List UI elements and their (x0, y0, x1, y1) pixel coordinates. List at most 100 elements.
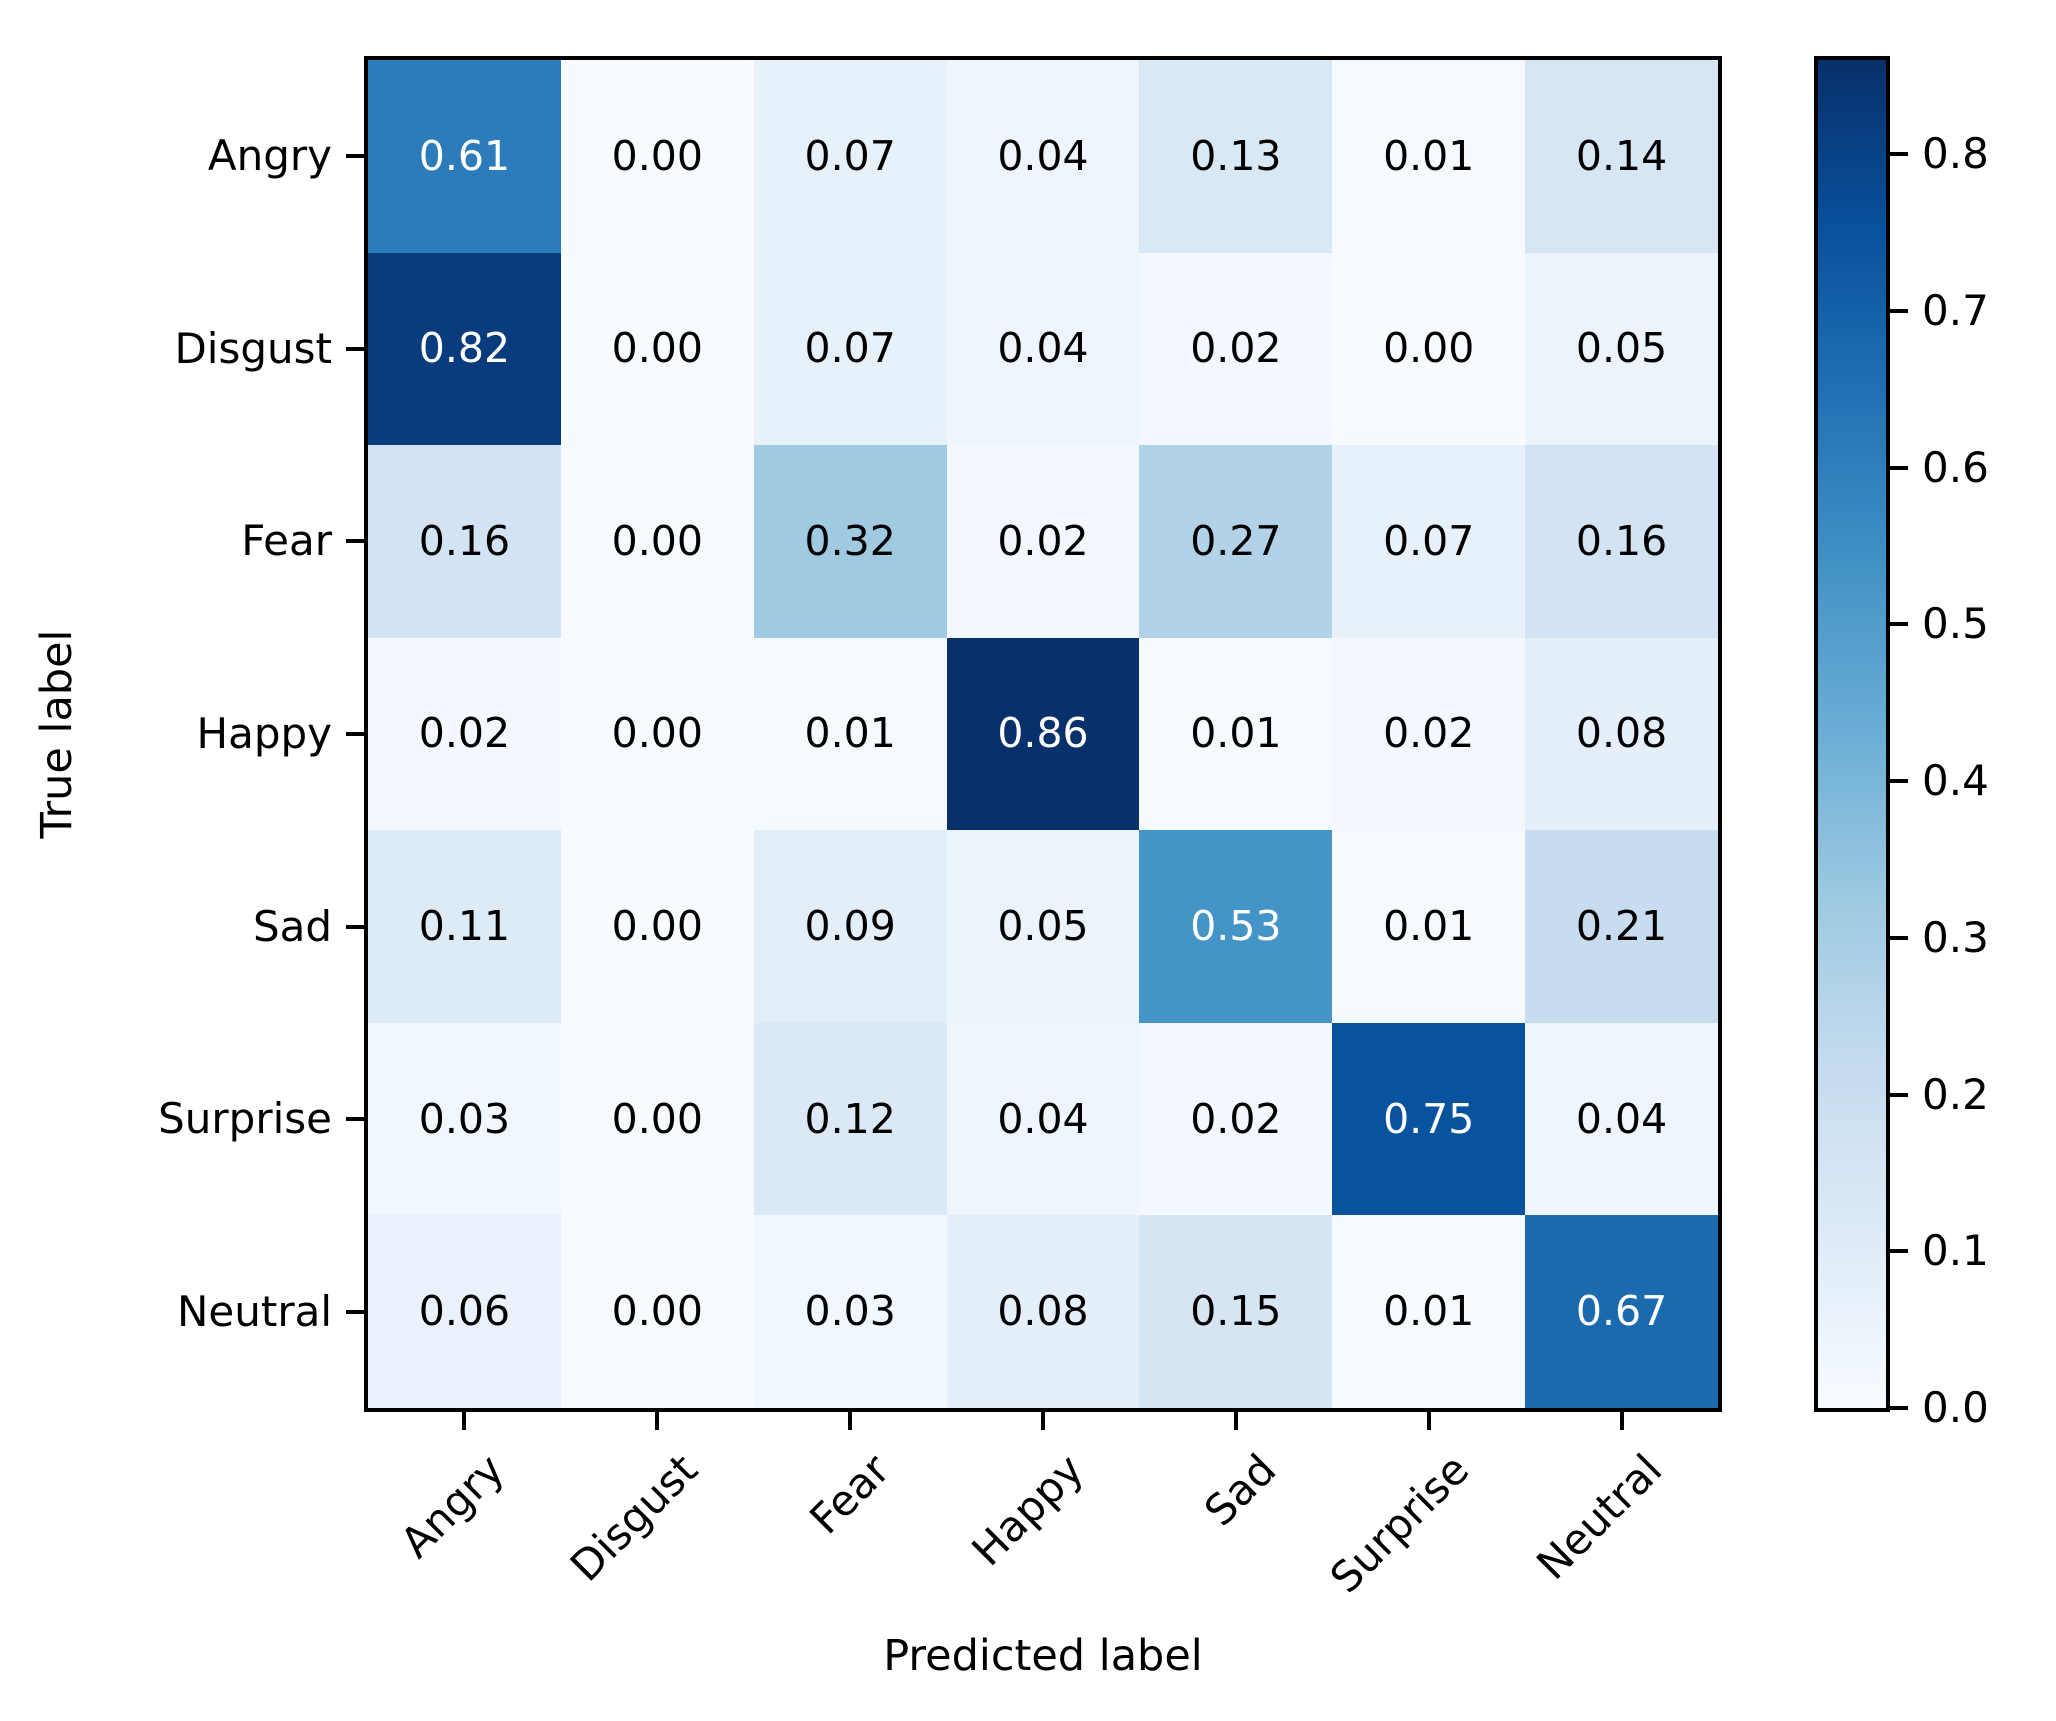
x-tick-label: Surprise (1320, 1444, 1479, 1603)
heatmap-cell: 0.16 (368, 445, 561, 638)
heatmap-cell: 0.01 (1332, 60, 1526, 253)
colorbar-tick-label: 0.1 (1922, 1226, 1989, 1276)
colorbar-tick-mark (1890, 152, 1908, 157)
heatmap-cell: 0.86 (946, 637, 1140, 831)
y-tick-mark (346, 539, 364, 544)
y-tick-mark (346, 346, 364, 351)
heatmap-cell: 0.11 (368, 830, 561, 1023)
x-tick-mark (848, 1412, 853, 1430)
heatmap-cell: 0.27 (1139, 445, 1333, 638)
colorbar-tick-mark (1890, 935, 1908, 940)
heatmap-cell: 0.01 (1139, 637, 1333, 831)
heatmap-cell: 0.21 (1525, 830, 1718, 1023)
heatmap-cell: 0.05 (1525, 252, 1718, 446)
heatmap-cell: 0.01 (1332, 1215, 1526, 1408)
y-tick-label: Angry (207, 131, 332, 181)
heatmap-cell: 0.04 (946, 1022, 1140, 1216)
heatmap-cell: 0.16 (1525, 445, 1718, 638)
heatmap-cell: 0.00 (1332, 252, 1526, 446)
y-tick-mark (346, 154, 364, 159)
heatmap-cell: 0.02 (368, 637, 561, 831)
colorbar-tick-mark (1890, 1249, 1908, 1254)
colorbar-tick-mark (1890, 1406, 1908, 1410)
y-tick-label: Disgust (174, 323, 332, 373)
colorbar-tick-label: 0.2 (1922, 1069, 1989, 1119)
x-axis-title: Predicted label (883, 1631, 1203, 1681)
heatmap-cell: 0.14 (1525, 60, 1718, 253)
colorbar-tick-mark (1890, 622, 1908, 627)
heatmap-cell: 0.07 (753, 60, 947, 253)
heatmap-cell: 0.06 (368, 1215, 561, 1408)
heatmap-plot-area: 0.61 0.00 0.07 0.04 0.13 0.01 0.14 0.82 0.00 0.07… (364, 56, 1722, 1412)
heatmap-grid: 0.61 0.00 0.07 0.04 0.13 0.01 0.14 0.82 0.00 0.07… (368, 60, 1718, 1408)
heatmap-cell: 0.04 (946, 252, 1140, 446)
y-tick-mark (346, 1117, 364, 1122)
heatmap-cell: 0.00 (560, 1215, 754, 1408)
colorbar-tick-label: 0.3 (1922, 912, 1989, 962)
heatmap-cell: 0.07 (1332, 445, 1526, 638)
y-tick-mark (346, 924, 364, 929)
y-tick-label: Surprise (158, 1094, 332, 1144)
heatmap-cell: 0.05 (946, 830, 1140, 1023)
x-tick-label: Disgust (560, 1444, 707, 1591)
heatmap-cell: 0.00 (560, 830, 754, 1023)
colorbar-tick-label: 0.8 (1922, 129, 1989, 179)
heatmap-cell: 0.03 (753, 1215, 947, 1408)
y-tick-label: Sad (252, 901, 332, 951)
x-tick-mark (1041, 1412, 1045, 1430)
heatmap-cell: 0.00 (560, 1022, 754, 1216)
heatmap-cell: 0.67 (1525, 1215, 1718, 1408)
colorbar-tick-mark (1890, 465, 1908, 470)
heatmap-cell: 0.02 (1139, 1022, 1333, 1216)
colorbar-tick-mark (1890, 308, 1908, 313)
heatmap-cell: 0.01 (753, 637, 947, 831)
x-tick-mark (1426, 1412, 1431, 1430)
x-tick-label: Happy (961, 1444, 1093, 1576)
colorbar-tick-label: 0.0 (1922, 1383, 1989, 1432)
heatmap-cell: 0.12 (753, 1022, 947, 1216)
y-tick-label: Neutral (176, 1286, 332, 1336)
heatmap-cell: 0.04 (1525, 1022, 1718, 1216)
x-tick-label: Angry (391, 1444, 514, 1568)
heatmap-cell: 0.13 (1139, 60, 1333, 253)
heatmap-cell: 0.04 (946, 60, 1140, 253)
y-tick-mark (346, 1309, 364, 1314)
x-tick-label: Fear (800, 1444, 900, 1544)
heatmap-cell: 0.08 (946, 1215, 1140, 1408)
colorbar-tick-mark (1890, 779, 1908, 784)
heatmap-cell: 0.07 (753, 252, 947, 446)
heatmap-cell: 0.01 (1332, 830, 1526, 1023)
colorbar-tick-label: 0.6 (1922, 442, 1989, 492)
y-tick-label: Happy (196, 709, 333, 758)
colorbar-tick-label: 0.5 (1922, 599, 1989, 649)
x-tick-label: Sad (1194, 1444, 1286, 1536)
heatmap-cell: 0.53 (1139, 830, 1333, 1023)
heatmap-cell: 0.00 (560, 60, 754, 253)
y-tick-mark (346, 732, 364, 736)
x-tick-mark (655, 1412, 660, 1430)
heatmap-cell: 0.82 (368, 252, 561, 446)
colorbar-tick-label: 0.4 (1922, 756, 1989, 806)
heatmap-cell: 0.02 (946, 445, 1140, 638)
colorbar-gradient (1818, 60, 1886, 1408)
colorbar (1814, 56, 1890, 1412)
heatmap-cell: 0.09 (753, 830, 947, 1023)
colorbar-tick-label: 0.7 (1922, 285, 1989, 335)
x-tick-mark (462, 1412, 467, 1430)
x-tick-mark (1233, 1412, 1238, 1430)
heatmap-cell: 0.32 (753, 445, 947, 638)
heatmap-cell: 0.00 (560, 252, 754, 446)
heatmap-cell: 0.00 (560, 445, 754, 638)
heatmap-cell: 0.02 (1332, 637, 1526, 831)
heatmap-cell: 0.75 (1332, 1022, 1526, 1216)
heatmap-cell: 0.61 (368, 60, 561, 253)
heatmap-cell: 0.15 (1139, 1215, 1333, 1408)
y-tick-label: Fear (241, 516, 332, 566)
colorbar-tick-mark (1890, 1092, 1908, 1097)
x-tick-mark (1619, 1412, 1624, 1430)
x-tick-label: Neutral (1526, 1444, 1671, 1589)
heatmap-cell: 0.00 (560, 637, 754, 831)
heatmap-cell: 0.08 (1525, 637, 1718, 831)
heatmap-cell: 0.03 (368, 1022, 561, 1216)
heatmap-cell: 0.02 (1139, 252, 1333, 446)
